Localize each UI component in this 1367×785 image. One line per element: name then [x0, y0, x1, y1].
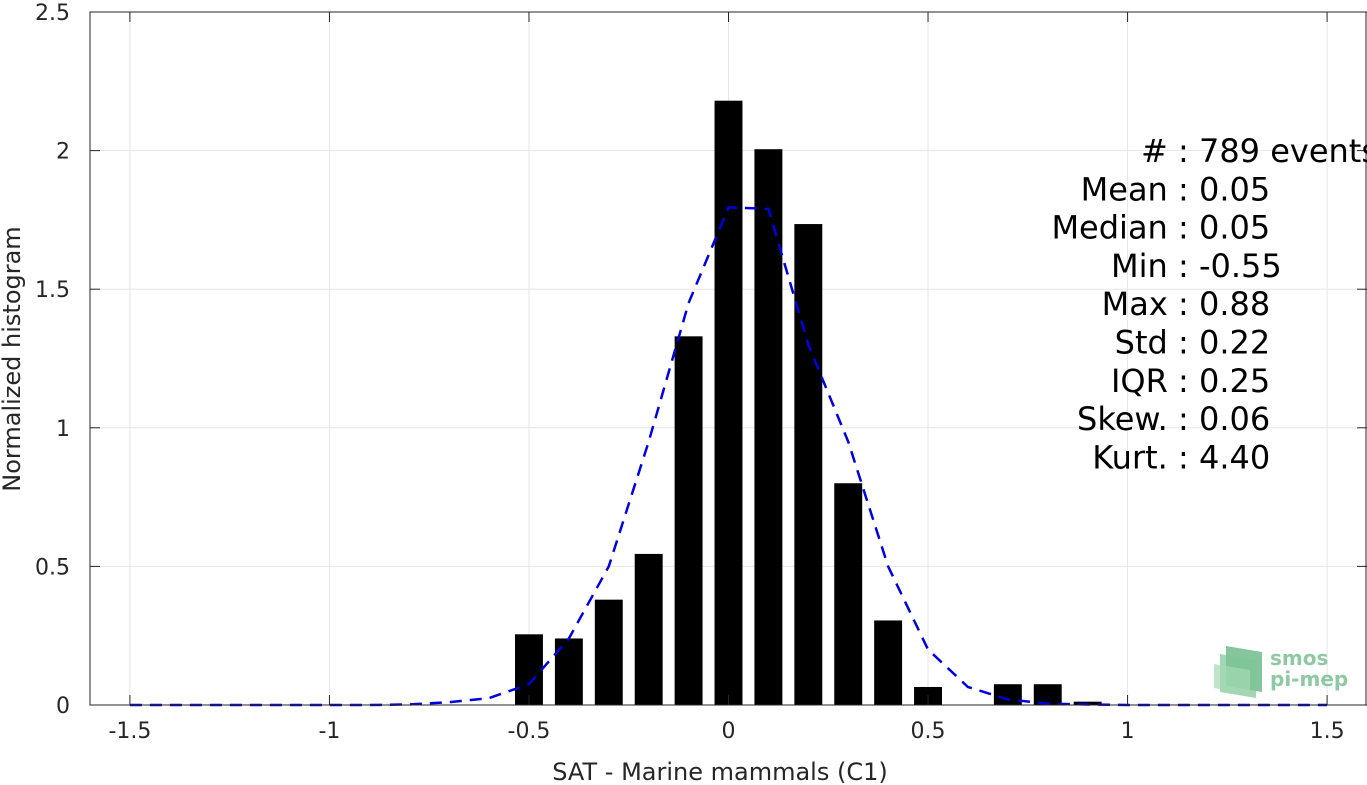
stat-line: # : 789 events — [1141, 132, 1367, 170]
histogram-bar — [834, 483, 863, 705]
logo-line-1: smos — [1270, 646, 1328, 670]
stat-line: Mean : 0.05 — [1081, 170, 1271, 208]
x-tick-label: 1 — [1121, 719, 1135, 744]
histogram-bar — [993, 684, 1022, 705]
histogram-bar — [754, 149, 783, 706]
stat-line: Min : -0.55 — [1111, 247, 1282, 285]
y-tick-label: 1.5 — [35, 278, 70, 303]
x-tick-label: 0 — [722, 719, 736, 744]
logo-line-2: pi-mep — [1270, 667, 1348, 691]
y-tick-label: 0.5 — [35, 555, 70, 580]
stat-line: IQR : 0.25 — [1111, 362, 1270, 400]
histogram-bar — [634, 553, 663, 705]
y-axis-ticks: 0 0.5 1 1.5 2 2.5 — [35, 1, 1367, 719]
y-tick-label: 1 — [56, 417, 70, 442]
stat-line: Skew. : 0.06 — [1077, 400, 1270, 438]
histogram-bar — [515, 634, 543, 705]
smos-pimep-logo: smos pi-mep — [1214, 646, 1348, 698]
stat-line: Median : 0.05 — [1051, 209, 1270, 247]
y-tick-label: 0 — [56, 694, 70, 719]
histogram-bar — [1033, 684, 1062, 705]
histogram-bar — [594, 599, 623, 705]
histogram-bar — [714, 100, 743, 706]
stat-line: Kurt. : 4.40 — [1092, 438, 1270, 476]
x-tick-label: 1.5 — [1310, 719, 1345, 744]
histogram-bar — [674, 336, 703, 705]
y-axis-label: Normalized histogram — [0, 226, 26, 491]
x-tick-label: -1 — [318, 719, 340, 744]
histogram-bar — [794, 224, 823, 706]
histogram-bars — [515, 100, 1102, 706]
y-tick-label: 2.5 — [35, 1, 70, 26]
stat-line: Std : 0.22 — [1115, 324, 1271, 362]
stat-line: Max : 0.88 — [1102, 285, 1271, 323]
x-tick-label: 0.5 — [911, 719, 946, 744]
y-tick-label: 2 — [56, 140, 70, 165]
x-axis-ticks: -1.5 -1 -0.5 0 0.5 1 1.5 — [108, 12, 1345, 744]
logo-icon — [1214, 646, 1262, 698]
x-axis-label: SAT - Marine mammals (C1) — [552, 758, 887, 785]
x-tick-label: -1.5 — [108, 719, 151, 744]
x-tick-label: -0.5 — [508, 719, 551, 744]
histogram-bar — [874, 620, 903, 705]
